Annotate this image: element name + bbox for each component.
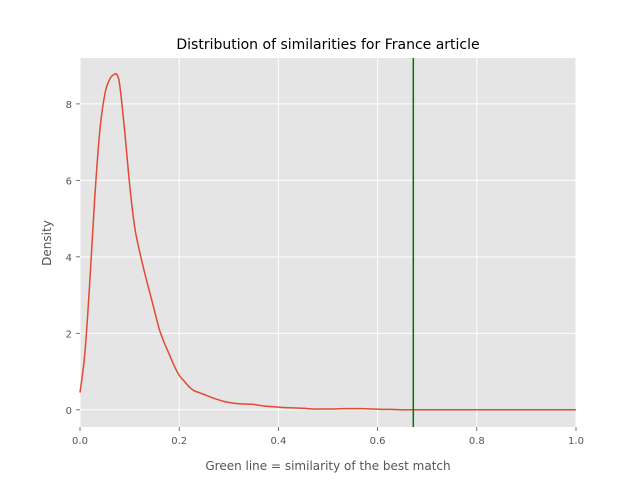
plot-area — [80, 58, 576, 427]
x-axis-label: Green line = similarity of the best matc… — [205, 459, 450, 473]
grid — [79, 58, 577, 427]
x-tick-label: 1.0 — [568, 436, 584, 447]
x-tick-label: 0.4 — [270, 436, 286, 447]
y-tick-label: 8 — [66, 100, 72, 111]
x-tick-label: 0.0 — [72, 436, 88, 447]
y-axis-label: Density — [40, 220, 54, 266]
y-tick-label: 0 — [66, 406, 72, 417]
y-tick-label: 6 — [66, 176, 72, 187]
axis-ticks: 0.0 0.2 0.4 0.6 0.8 1.0 0 2 4 6 8 — [66, 100, 584, 447]
y-tick-label: 2 — [66, 329, 72, 340]
chart-title: Distribution of similarities for France … — [176, 37, 479, 53]
x-tick-label: 0.2 — [171, 436, 187, 447]
x-tick-label: 0.6 — [370, 436, 386, 447]
y-tick-label: 4 — [66, 253, 72, 264]
x-tick-label: 0.8 — [469, 436, 485, 447]
density-line — [79, 72, 576, 411]
